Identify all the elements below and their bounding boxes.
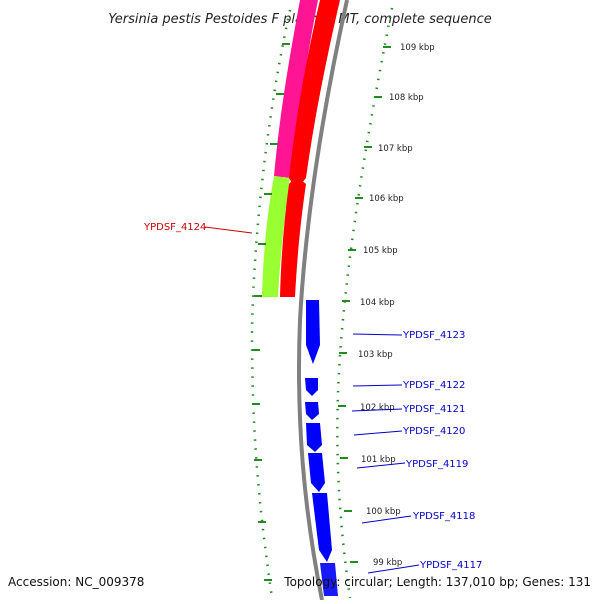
gene-arrow-4118 [312, 493, 332, 562]
gene-label: YPDSF_4118 [412, 511, 475, 522]
kbp-label: 102 kbp [360, 403, 395, 413]
gene-arrow-4123 [306, 300, 320, 364]
kbp-label: 99 kbp [373, 558, 402, 568]
gene-arrow-4119 [308, 453, 325, 492]
kbp-label: 104 kbp [360, 298, 395, 308]
blue-gene-arrows [305, 300, 338, 596]
gene-leader-lines [204, 226, 420, 574]
kbp-scale: 109 kbp 108 kbp 107 kbp 106 kbp 105 kbp … [338, 43, 435, 568]
gene-arrow-4121a [305, 402, 319, 420]
gene-label: YPDSF_4121 [402, 404, 465, 415]
gene-arrow-4122 [305, 378, 318, 396]
lime-feature [262, 176, 290, 297]
kbp-label: 103 kbp [358, 350, 393, 360]
kbp-label: 105 kbp [363, 246, 398, 256]
gene-label: YPDSF_4117 [419, 560, 482, 571]
gene-label: YPDSF_4124 [143, 222, 206, 233]
kbp-label: 106 kbp [369, 194, 404, 204]
gene-label: YPDSF_4120 [402, 426, 465, 437]
magenta-feature-band [274, 0, 318, 178]
kbp-label: 107 kbp [378, 144, 413, 154]
gene-label: YPDSF_4123 [402, 330, 465, 341]
red-feature-band [289, 0, 340, 190]
red-feature-lower [280, 176, 306, 297]
gene-label: YPDSF_4119 [405, 459, 468, 470]
kbp-label: 100 kbp [366, 507, 401, 517]
topology-summary: Topology: circular; Length: 137,010 bp; … [283, 575, 591, 589]
kbp-label: 101 kbp [361, 455, 396, 465]
gene-label: YPDSF_4122 [402, 380, 465, 391]
gene-arrow-4120 [306, 423, 322, 452]
accession-text: Accession: NC_009378 [8, 575, 144, 589]
inner-ticks [252, 43, 290, 581]
backbone-ring [296, 0, 349, 601]
kbp-label: 109 kbp [400, 43, 435, 53]
gene-arrow-4117 [320, 563, 338, 596]
kbp-label: 108 kbp [389, 93, 424, 103]
